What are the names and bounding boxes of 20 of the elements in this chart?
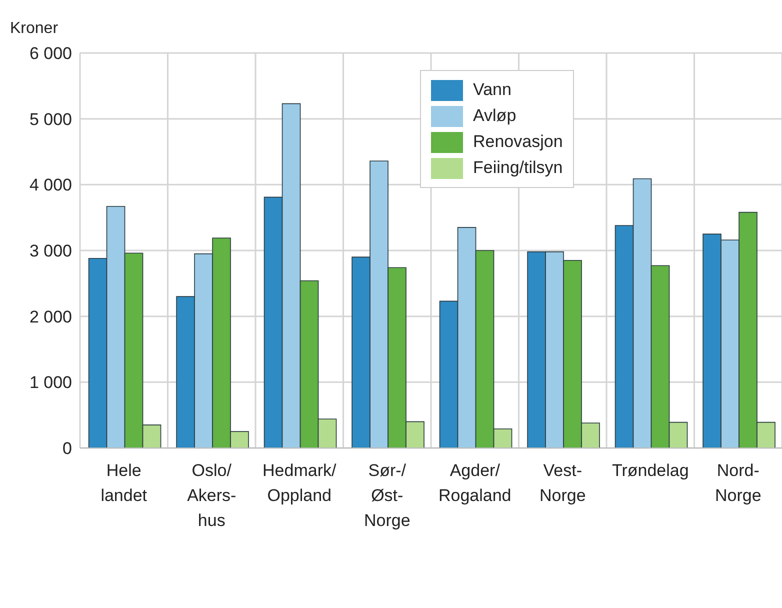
legend-label: Feiing/tilsyn [472, 157, 563, 179]
x-tick-label: Vest- Norge [539, 461, 586, 505]
x-tick-label: Hele landet [100, 461, 148, 505]
legend-label: Vann [472, 79, 512, 101]
legend-label: Renovasjon [472, 131, 563, 153]
y-tick-label: 5 000 [29, 110, 72, 129]
x-tick-label: Sør-/ Øst- Norge [364, 461, 410, 530]
legend-label: Avløp [472, 105, 518, 127]
y-tick-label: 6 000 [29, 44, 72, 64]
x-tick-label: Agder/ Rogaland [438, 461, 512, 505]
y-tick-label: 4 000 [29, 176, 72, 195]
x-tick-label: Nord- Norge [714, 461, 762, 505]
y-tick-label: 1 000 [29, 373, 72, 392]
y-tick-label: 0 [62, 439, 72, 458]
x-tick-label: Hedmark/ Oppland [262, 461, 336, 505]
y-tick-label: 2 000 [29, 307, 72, 326]
y-axis-title: Kroner [10, 20, 58, 38]
x-tick-label: Oslo/ Akers- hus [187, 461, 236, 530]
x-tick-label: Trøndelag [612, 461, 689, 480]
y-tick-label: 3 000 [29, 242, 72, 261]
